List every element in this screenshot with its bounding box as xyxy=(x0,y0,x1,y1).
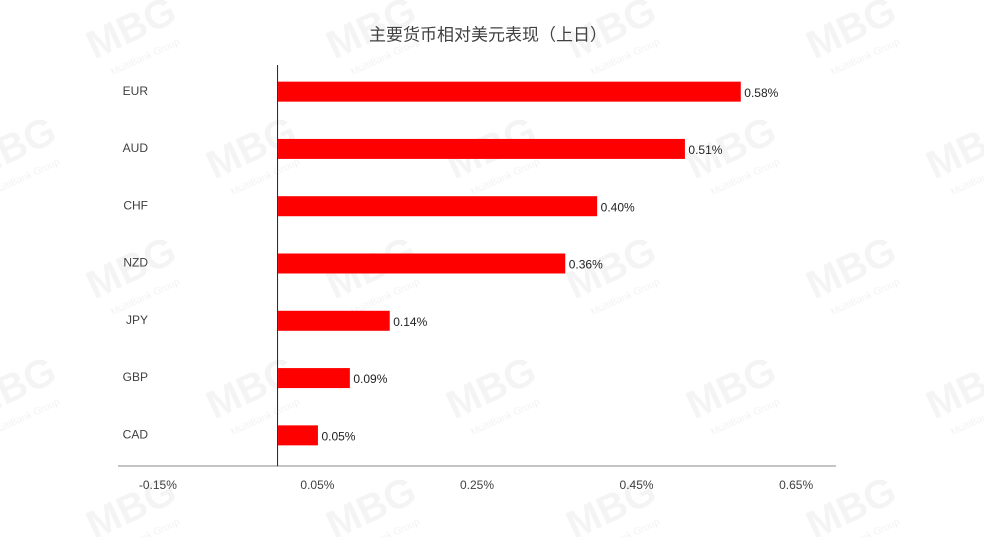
watermark: MBG xyxy=(680,348,783,427)
bar xyxy=(278,138,685,159)
x-tick-label: 0.65% xyxy=(779,478,813,492)
x-tick-label: 0.25% xyxy=(460,478,494,492)
bar xyxy=(278,425,318,446)
bar xyxy=(278,253,566,274)
y-tick-label: EUR xyxy=(123,84,149,98)
bar xyxy=(278,81,741,102)
bar xyxy=(278,310,390,331)
y-tick-label: JPY xyxy=(126,313,148,327)
watermark: MBG xyxy=(800,228,903,307)
data-label: 0.58% xyxy=(744,86,778,100)
y-tick-label: NZD xyxy=(123,256,148,270)
chart-title: 主要货币相对美元表现（上日） xyxy=(369,25,607,44)
data-label: 0.09% xyxy=(353,372,387,386)
x-tick-label: -0.15% xyxy=(139,478,177,492)
watermark: MBG xyxy=(440,348,543,427)
y-tick-label: AUD xyxy=(123,141,149,155)
y-tick-label: CAD xyxy=(123,428,149,442)
bar xyxy=(278,368,350,389)
y-tick-label: CHF xyxy=(123,198,148,212)
data-label: 0.40% xyxy=(601,200,635,214)
bar xyxy=(278,196,598,217)
y-tick-label: GBP xyxy=(123,370,148,384)
data-label: 0.05% xyxy=(321,430,355,444)
data-label: 0.36% xyxy=(569,258,603,272)
data-label: 0.51% xyxy=(688,143,722,157)
data-label: 0.14% xyxy=(393,315,427,329)
x-tick-label: 0.45% xyxy=(620,478,654,492)
x-tick-label: 0.05% xyxy=(300,478,334,492)
